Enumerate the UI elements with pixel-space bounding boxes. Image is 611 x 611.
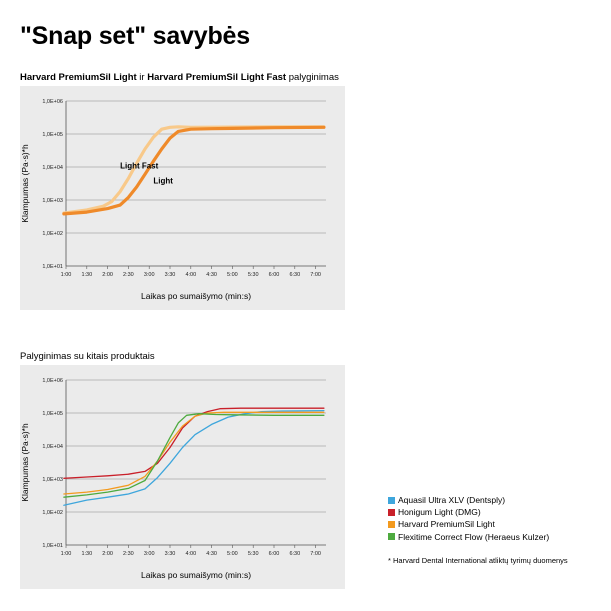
chart1-grid [65,100,326,267]
chart1-annotation: Light Fast [120,162,159,171]
chart1-y-tick-label: 1,0E+03 [42,198,63,204]
chart1-subtitle-product-2: Harvard PremiumSil Light Fast [147,72,287,83]
chart2-y-tick-label: 1,0E+04 [42,444,63,450]
chart1-x-tick-label: 5:00 [227,272,238,278]
chart2-y-tick-label: 1,0E+06 [42,378,63,384]
chart2-y-tick-label: 1,0E+01 [42,543,63,549]
chart1-ticks: 1,0E+01 1,0E+02 1,0E+03 1,0E+04 1,0E+05 1,0E+… [42,99,321,278]
chart2-y-tick-label: 1,0E+03 [42,477,63,483]
chart1-y-axis-title: Klampumas (Pa·s)*h [20,144,30,223]
chart1-subtitle-product-1: Harvard PremiumSil Light [20,72,137,83]
chart2-x-tick-label: 5:30 [248,551,259,557]
legend-item: Aquasil Ultra XLV (Dentsply) [388,494,549,506]
legend-item: Honigum Light (DMG) [388,506,549,518]
legend-label: Flexitime Correct Flow (Heraeus Kulzer) [398,531,550,542]
chart2-x-tick-label: 7:00 [310,551,321,557]
chart2-ticks: 1,0E+01 1,0E+02 1,0E+03 1,0E+04 1,0E+05 1,0E+… [42,378,321,557]
chart1-x-tick-label: 5:30 [248,272,259,278]
chart2-series-line-3 [63,411,325,495]
legend-swatch [388,521,395,528]
chart2-x-tick-label: 2:00 [102,551,113,557]
legend-label: Aquasil Ultra XLV (Dentsply) [398,495,506,505]
chart2-series-line-2 [63,407,325,479]
chart1-x-tick-label: 3:30 [165,272,176,278]
chart1-subtitle: Harvard PremiumSil Light ir Harvard Prem… [20,72,339,83]
chart2-series-line-4 [63,413,325,498]
chart2-lines [63,407,325,506]
chart1-y-tick-label: 1,0E+06 [42,99,63,105]
page-title: "Snap set" savybės [20,22,250,50]
chart1-x-tick-label: 6:00 [269,272,280,278]
chart1-y-tick-label: 1,0E+01 [42,264,63,270]
chart1-y-tick-label: 1,0E+04 [42,165,63,171]
legend-swatch [388,533,395,541]
chart2-y-tick-label: 1,0E+05 [42,411,63,417]
chart1-annotations: Light Fast Light [120,162,173,186]
chart1-subtitle-suffix: palyginimas [286,72,339,83]
chart2: 1,0E+01 1,0E+02 1,0E+03 1,0E+04 1,0E+05 1,0E+… [20,365,345,589]
legend-swatch [388,508,395,516]
legend-item: Flexitime Correct Flow (Heraeus Kulzer) [388,531,549,543]
chart2-grid [65,379,326,546]
chart2-x-tick-label: 1:30 [81,551,92,557]
chart1-annotation: Light [153,176,173,185]
legend-label: Honigum Light (DMG) [398,507,481,518]
chart1-x-tick-label: 2:00 [102,272,113,278]
chart2-x-tick-label: 6:30 [289,551,300,557]
chart2-x-tick-label: 3:30 [165,551,176,557]
chart1-x-tick-label: 6:30 [289,272,300,278]
chart1: 1,0E+01 1,0E+02 1,0E+03 1,0E+04 1,0E+05 1,0E+… [20,86,345,310]
chart1-x-axis-title: Laikas po sumaišymo (min:s) [141,291,251,301]
chart1-x-tick-label: 2:30 [123,272,134,278]
chart1-lines [62,125,326,216]
chart2-x-tick-label: 4:30 [206,551,217,557]
legend-swatch [388,496,395,504]
chart2-subtitle: Palyginimas su kitais produktais [20,351,155,362]
chart2-x-tick-label: 1:00 [61,551,72,557]
chart2-x-tick-label: 4:00 [185,551,196,557]
chart2-x-tick-label: 6:00 [269,551,280,557]
legend-label: Harvard PremiumSil Light [398,519,495,530]
chart2-y-tick-label: 1,0E+02 [42,510,63,516]
chart1-x-tick-label: 4:30 [206,272,217,278]
chart2-legend: Aquasil Ultra XLV (Dentsply) Honigum Ligh… [388,494,549,543]
chart1-x-tick-label: 1:30 [81,272,92,278]
chart1-x-tick-label: 4:00 [185,272,196,278]
chart2-footnote: * Harvard Dental International atliktų t… [388,556,568,565]
chart1-subtitle-conj: ir [136,72,148,83]
chart2-x-tick-label: 3:00 [144,551,155,557]
chart2-x-axis-title: Laikas po sumaišymo (min:s) [141,570,251,580]
chart1-y-tick-label: 1,0E+05 [42,132,63,138]
chart1-background [20,86,345,310]
chart1-y-tick-label: 1,0E+02 [42,231,63,237]
chart2-y-axis-title: Klampumas (Pa·s)*h [20,423,30,502]
legend-item: Harvard PremiumSil Light [388,518,549,530]
chart1-series-line-2 [62,125,326,216]
chart1-x-tick-label: 7:00 [310,272,321,278]
chart1-x-tick-label: 1:00 [61,272,72,278]
chart1-x-tick-label: 3:00 [144,272,155,278]
chart2-x-tick-label: 5:00 [227,551,238,557]
chart2-background [20,365,345,589]
chart2-x-tick-label: 2:30 [123,551,134,557]
